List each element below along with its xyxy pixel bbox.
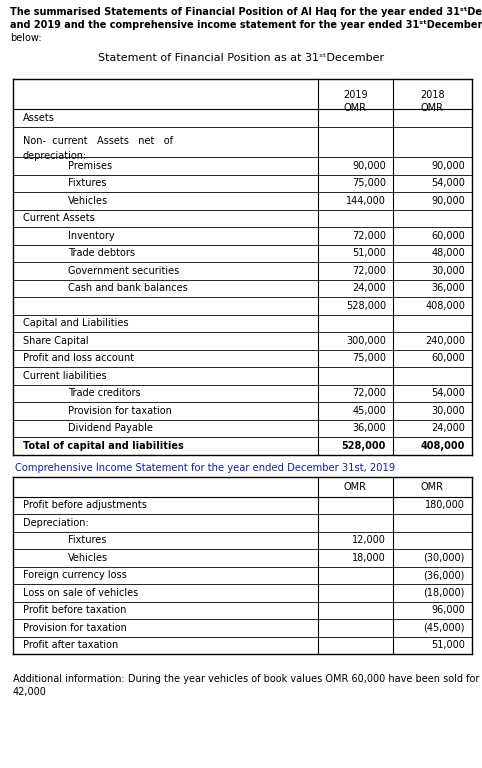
Text: Assets: Assets — [23, 113, 55, 123]
Text: 72,000: 72,000 — [352, 389, 386, 399]
Text: Premises: Premises — [68, 161, 112, 170]
Text: Trade debtors: Trade debtors — [68, 248, 135, 258]
Text: The summarised Statements of Financial Position of Al Haq for the year ended 31ˢ: The summarised Statements of Financial P… — [10, 7, 482, 17]
Text: (30,000): (30,000) — [424, 553, 465, 563]
Text: Current Assets: Current Assets — [23, 214, 95, 223]
Text: 300,000: 300,000 — [346, 336, 386, 346]
Text: and 2019 and the comprehensive income statement for the year ended 31ˢᵗDecember2: and 2019 and the comprehensive income st… — [10, 20, 482, 30]
Text: 75,000: 75,000 — [352, 178, 386, 188]
Text: 24,000: 24,000 — [352, 283, 386, 293]
Text: 72,000: 72,000 — [352, 231, 386, 241]
Text: 36,000: 36,000 — [431, 283, 465, 293]
Text: Statement of Financial Position as at 31ˢᵗDecember: Statement of Financial Position as at 31… — [98, 53, 384, 63]
Text: 24,000: 24,000 — [431, 423, 465, 433]
Text: Foreign currency loss: Foreign currency loss — [23, 571, 127, 581]
Text: 240,000: 240,000 — [425, 336, 465, 346]
Text: 2019: 2019 — [343, 90, 368, 100]
Text: Comprehensive Income Statement for the year ended December 31st, 2019: Comprehensive Income Statement for the y… — [15, 462, 395, 472]
Text: 180,000: 180,000 — [425, 501, 465, 511]
Text: Profit after taxation: Profit after taxation — [23, 641, 118, 650]
Text: Capital and Liabilities: Capital and Liabilities — [23, 319, 129, 329]
Text: 90,000: 90,000 — [431, 196, 465, 206]
Text: Dividend Payable: Dividend Payable — [68, 423, 153, 433]
Text: 18,000: 18,000 — [352, 553, 386, 563]
Text: 2018: 2018 — [420, 90, 445, 100]
Text: Total of capital and liabilities: Total of capital and liabilities — [23, 441, 184, 451]
Text: 54,000: 54,000 — [431, 178, 465, 188]
Text: 75,000: 75,000 — [352, 353, 386, 363]
Text: 90,000: 90,000 — [431, 161, 465, 170]
Text: 36,000: 36,000 — [352, 423, 386, 433]
Text: Provision for taxation: Provision for taxation — [23, 623, 127, 633]
Text: Vehicles: Vehicles — [68, 553, 108, 563]
Text: Current liabilities: Current liabilities — [23, 371, 107, 381]
Text: 12,000: 12,000 — [352, 535, 386, 545]
Text: 42,000: 42,000 — [13, 687, 47, 697]
Text: Inventory: Inventory — [68, 231, 115, 241]
Text: (45,000): (45,000) — [424, 623, 465, 633]
Text: OMR: OMR — [421, 482, 444, 492]
Text: Non-  current   Assets   net   of: Non- current Assets net of — [23, 137, 173, 147]
Text: 30,000: 30,000 — [431, 406, 465, 416]
Text: 144,000: 144,000 — [346, 196, 386, 206]
Text: OMR: OMR — [344, 102, 367, 112]
Text: Vehicles: Vehicles — [68, 196, 108, 206]
Text: Share Capital: Share Capital — [23, 336, 89, 346]
Text: Profit before taxation: Profit before taxation — [23, 605, 126, 615]
Text: Provision for taxation: Provision for taxation — [68, 406, 172, 416]
Text: Profit before adjustments: Profit before adjustments — [23, 501, 147, 511]
Text: 528,000: 528,000 — [346, 301, 386, 311]
Text: (36,000): (36,000) — [424, 571, 465, 581]
Text: Additional information: During the year vehicles of book values OMR 60,000 have : Additional information: During the year … — [13, 674, 482, 684]
Text: 60,000: 60,000 — [431, 353, 465, 363]
Text: 72,000: 72,000 — [352, 266, 386, 276]
Text: Depreciation:: Depreciation: — [23, 518, 89, 528]
Text: OMR: OMR — [421, 102, 444, 112]
Text: 30,000: 30,000 — [431, 266, 465, 276]
Text: 90,000: 90,000 — [352, 161, 386, 170]
Text: 48,000: 48,000 — [431, 248, 465, 258]
Text: Trade creditors: Trade creditors — [68, 389, 141, 399]
Text: 54,000: 54,000 — [431, 389, 465, 399]
Text: Fixtures: Fixtures — [68, 178, 107, 188]
Text: Cash and bank balances: Cash and bank balances — [68, 283, 188, 293]
Text: 408,000: 408,000 — [425, 301, 465, 311]
Text: Profit and loss account: Profit and loss account — [23, 353, 134, 363]
Text: Government securities: Government securities — [68, 266, 179, 276]
Text: 96,000: 96,000 — [431, 605, 465, 615]
Text: 528,000: 528,000 — [342, 441, 386, 451]
Text: OMR: OMR — [344, 482, 367, 492]
Text: 51,000: 51,000 — [431, 641, 465, 650]
Text: 45,000: 45,000 — [352, 406, 386, 416]
Text: 51,000: 51,000 — [352, 248, 386, 258]
Text: 408,000: 408,000 — [421, 441, 465, 451]
Text: depreciation:: depreciation: — [23, 151, 87, 161]
Text: below:: below: — [10, 33, 41, 43]
Text: Fixtures: Fixtures — [68, 535, 107, 545]
Text: 60,000: 60,000 — [431, 231, 465, 241]
Text: Loss on sale of vehicles: Loss on sale of vehicles — [23, 588, 138, 598]
Text: (18,000): (18,000) — [424, 588, 465, 598]
